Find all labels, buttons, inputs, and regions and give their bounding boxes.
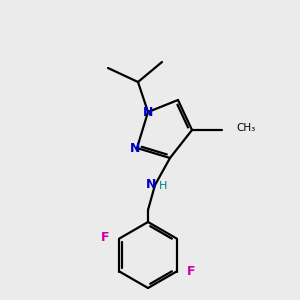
Text: F: F — [101, 231, 110, 244]
Text: N: N — [143, 106, 153, 118]
Text: N: N — [146, 178, 156, 191]
Text: N: N — [130, 142, 140, 154]
Text: H: H — [159, 181, 167, 191]
Text: CH₃: CH₃ — [236, 123, 255, 133]
Text: F: F — [187, 265, 195, 278]
